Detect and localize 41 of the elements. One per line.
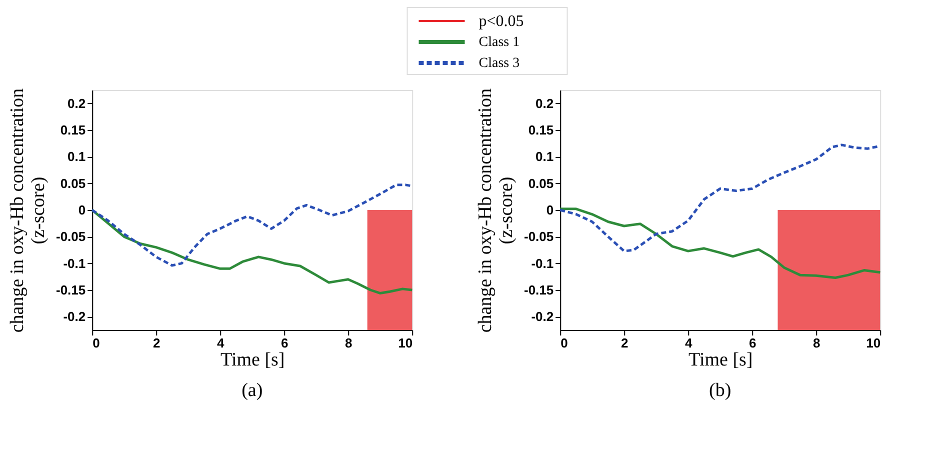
y-tick-label: -0.15 [56, 282, 86, 298]
line-series [90, 184, 414, 267]
x-tick-label: 10 [866, 336, 881, 350]
y-tick-label: -0.2 [531, 309, 554, 324]
y-tick-label: 0.05 [528, 176, 554, 191]
y-tick-label: -0.05 [524, 229, 554, 244]
x-tick-label: 0 [92, 336, 100, 350]
legend-label: Class 3 [478, 56, 520, 71]
y-tick-label: 0.05 [60, 176, 86, 191]
y-axis-title: change in oxy-Hb concentration (z-score) [6, 88, 49, 333]
x-axis-title: Time [s] [688, 350, 753, 370]
y-tick-label: 0 [78, 202, 86, 218]
x-tick-label: 6 [281, 336, 288, 350]
y-tick-label: 0.1 [68, 149, 86, 164]
x-tick-label: 8 [345, 336, 352, 350]
text: (a) [242, 380, 263, 401]
x-tick-label: 0 [560, 336, 568, 350]
x-tick-label: 8 [813, 336, 820, 350]
text: (b) [709, 380, 732, 401]
y-tick-label: -0.1 [531, 256, 554, 271]
y-tick-label: 0.15 [60, 122, 86, 138]
x-tick-label: 10 [398, 336, 413, 350]
y-tick-label: 0.15 [528, 122, 554, 138]
legend-label: Class 1 [478, 35, 520, 50]
y-tick-label: -0.2 [63, 309, 86, 324]
y-axis-title: change in oxy-Hb concentration (z-score) [474, 88, 517, 333]
x-axis-title: Time [s] [220, 350, 285, 370]
x-tick-label: 4 [217, 336, 226, 350]
y-tick-label: -0.1 [63, 256, 86, 271]
line-series [558, 208, 882, 279]
y-tick-label: 0 [546, 202, 554, 218]
y-tick-label: 0.2 [68, 96, 86, 111]
y-tick-label: 0.1 [536, 149, 554, 164]
y-tick-label: -0.05 [56, 229, 86, 244]
x-tick-label: 6 [749, 336, 756, 350]
y-tick-label: 0.2 [536, 96, 554, 111]
x-tick-label: 2 [621, 336, 628, 350]
y-tick-label: -0.15 [524, 282, 554, 298]
x-tick-label: 2 [153, 336, 160, 350]
legend-label: p<0.05 [478, 13, 524, 30]
x-tick-label: 4 [685, 336, 694, 350]
